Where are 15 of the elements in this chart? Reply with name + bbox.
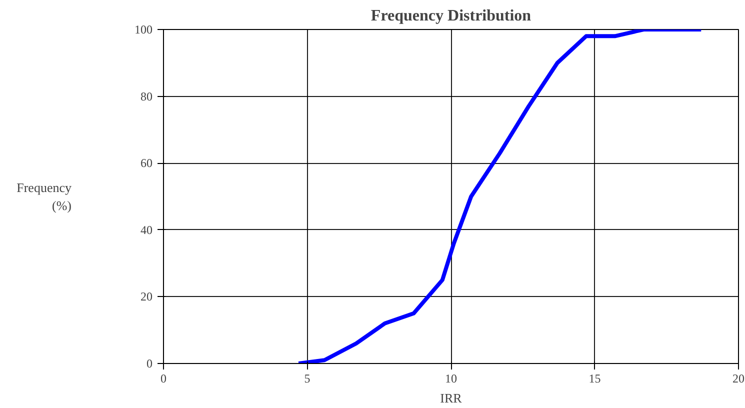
y-tick-label: 100 bbox=[134, 22, 152, 36]
x-tick-label: 5 bbox=[304, 372, 310, 386]
y-tick-label: 60 bbox=[140, 156, 152, 170]
chart-title: Frequency Distribution bbox=[370, 8, 532, 24]
y-tick-label: 0 bbox=[146, 356, 152, 370]
x-tick-label: 15 bbox=[588, 372, 601, 386]
line-series bbox=[296, 30, 704, 364]
y-tick-label: 80 bbox=[140, 89, 152, 104]
x-axis-title: IRR bbox=[440, 390, 462, 406]
x-tick-label: 0 bbox=[160, 372, 166, 386]
y-tick-label: 40 bbox=[140, 222, 152, 237]
y-axis-title: Frequency (%) bbox=[16, 180, 72, 213]
x-tick-label: 20 bbox=[732, 372, 744, 386]
y-tick-label: 20 bbox=[140, 290, 152, 304]
x-tick-label: 10 bbox=[445, 372, 457, 386]
